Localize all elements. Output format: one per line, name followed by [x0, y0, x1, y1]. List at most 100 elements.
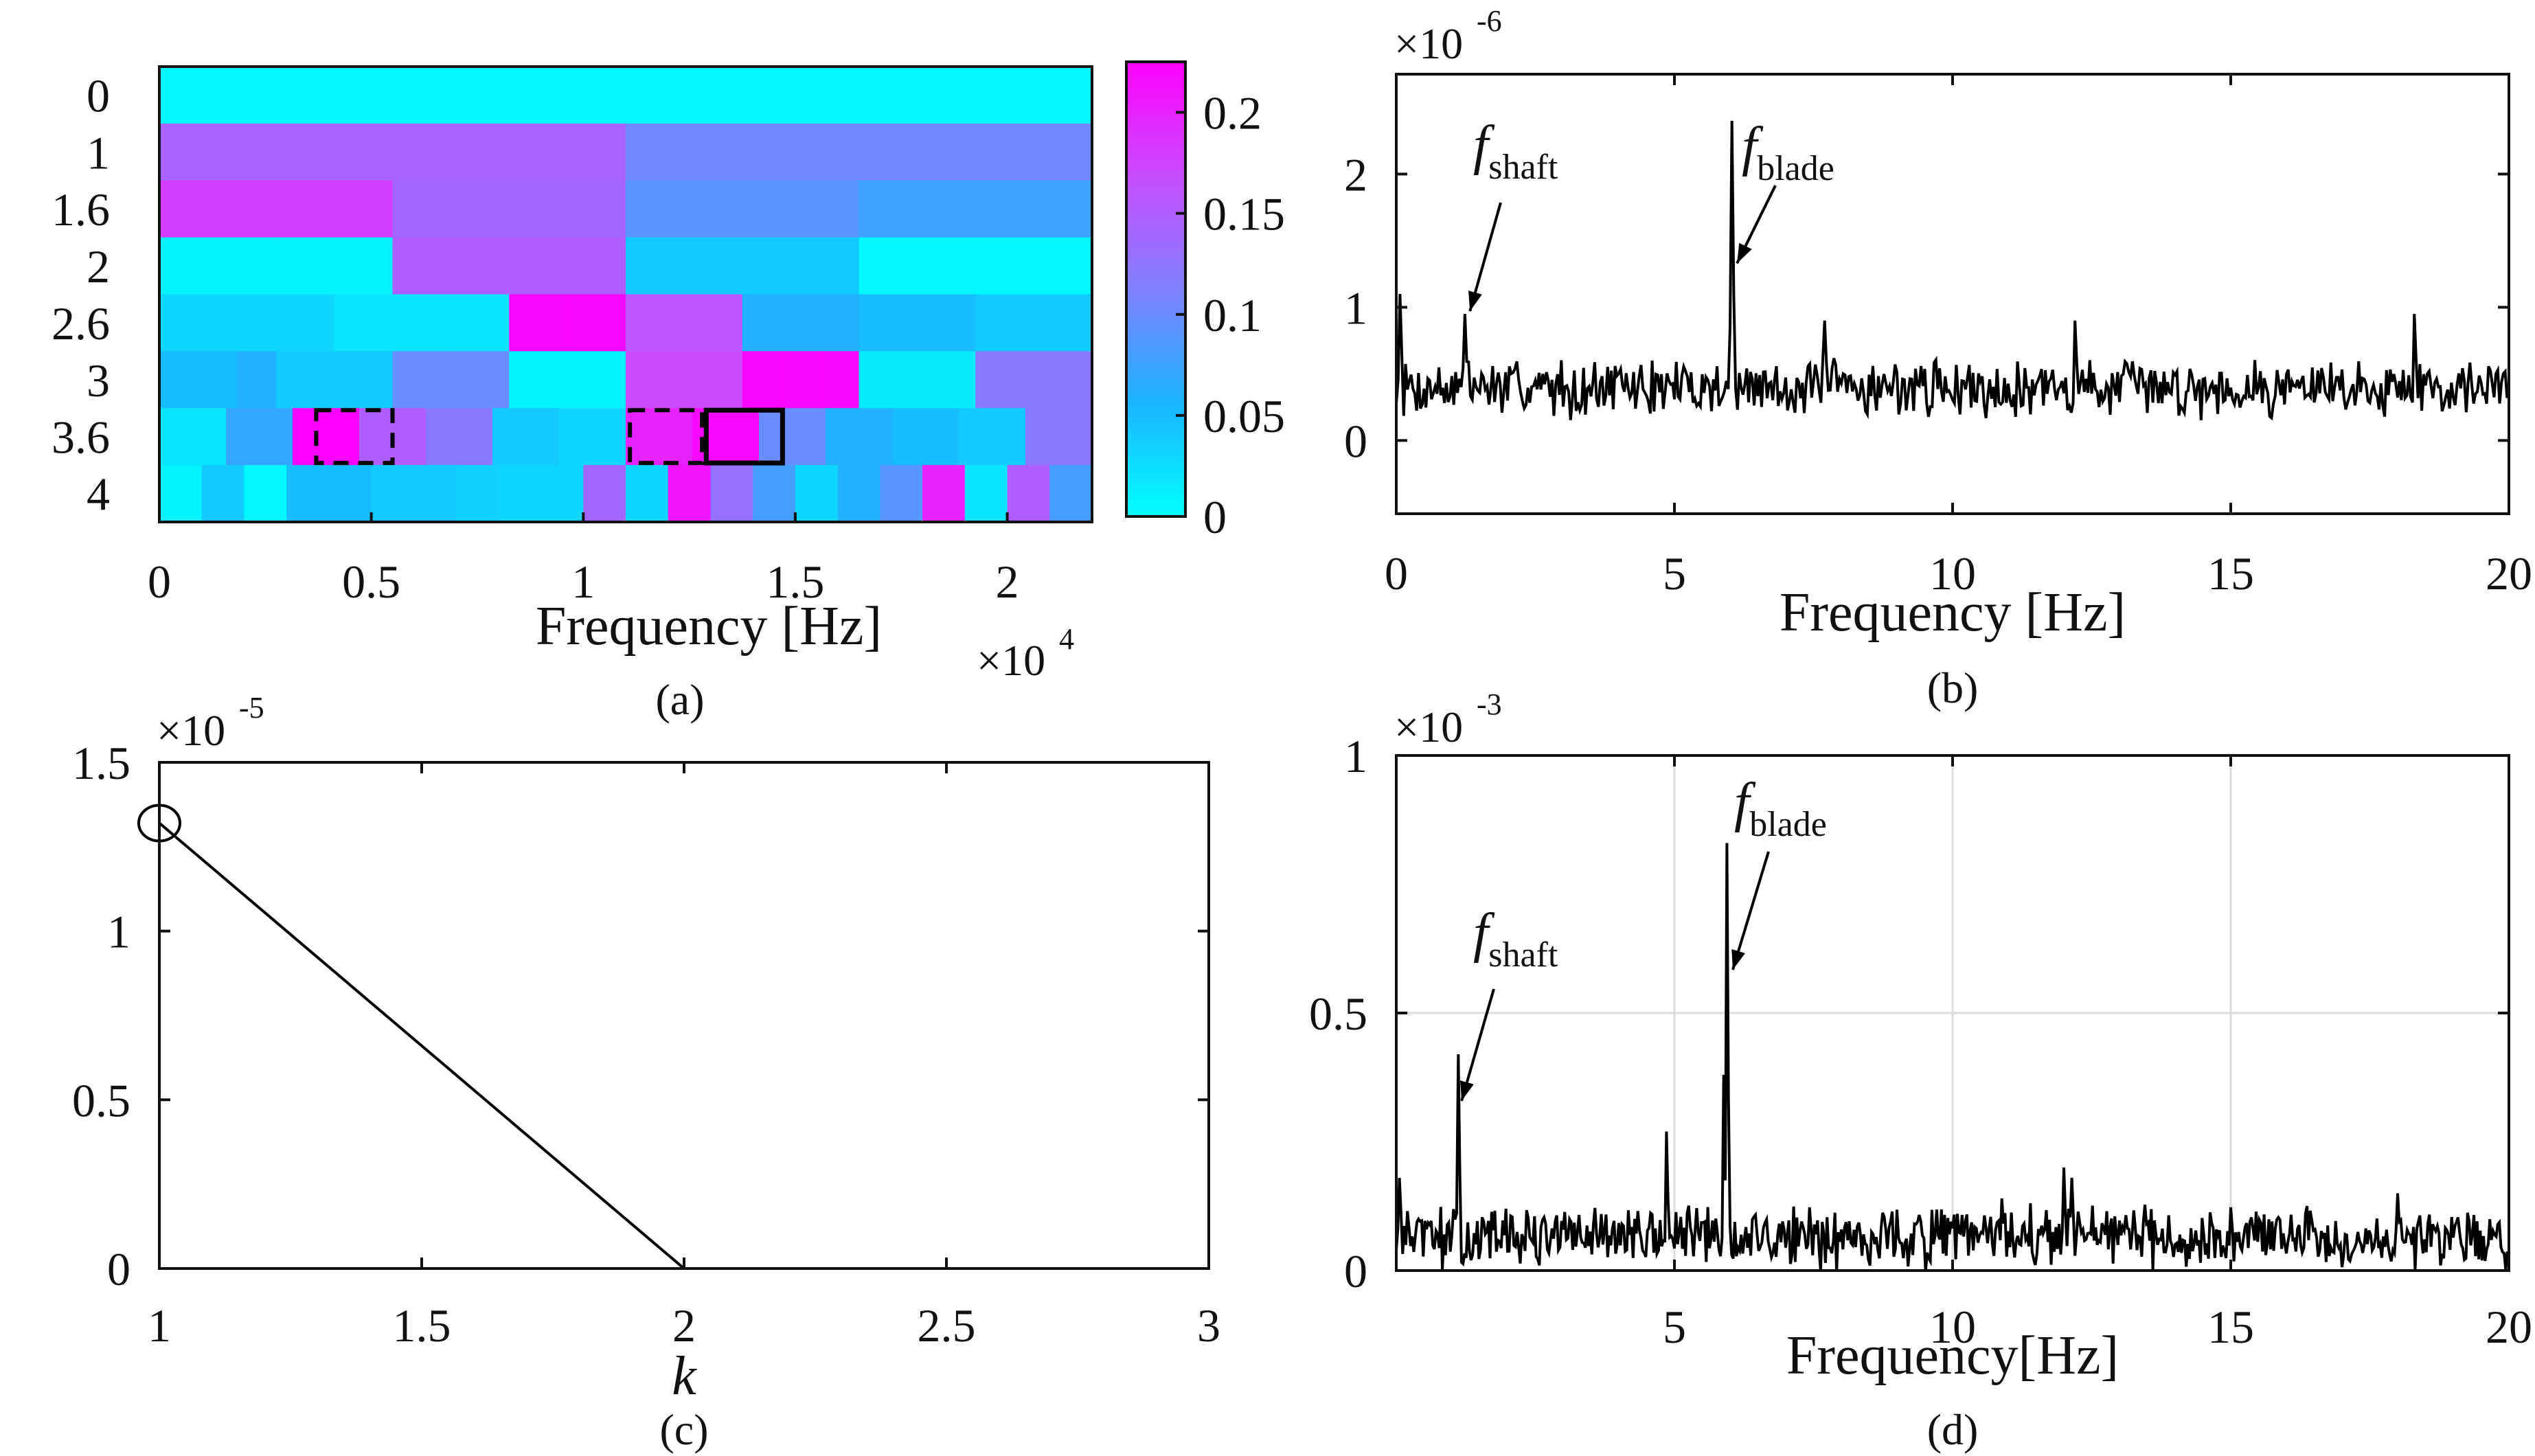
y-tick-label: 1: [107, 906, 130, 958]
heatmap-cell: [286, 465, 330, 523]
heatmap-cell: [1049, 465, 1093, 523]
heatmap-cell: [892, 408, 959, 466]
annotation-arrow: [1460, 988, 1495, 1102]
heatmap-cell: [626, 180, 860, 238]
y-tick-label: 0.5: [1309, 988, 1367, 1040]
heatmap-cell: [328, 465, 372, 523]
heatmap-cell: [626, 294, 685, 352]
colorbar: [1125, 60, 1187, 518]
heatmap-cell: [742, 351, 782, 409]
heatmap-cell: [547, 351, 588, 409]
heatmap-cell: [626, 351, 666, 409]
heatmap-cell: [509, 237, 626, 295]
heatmap-cell: [668, 465, 712, 523]
panel-b-frame: [1395, 73, 2510, 515]
svg-text:×10: ×10: [977, 636, 1045, 685]
heatmap-cell: [975, 351, 1015, 409]
panel-a-heatmap: 011.622.633.64 0 0.5 1 1.5 2 Frequency [Hz] …: [52, 60, 1285, 724]
heatmap-cell: [470, 351, 510, 409]
panel-d-series-line: [1395, 843, 2510, 1273]
heatmap-y-tick-label: 1.6: [52, 183, 110, 236]
heatmap-cell: [959, 408, 1026, 466]
heatmap-y-tick-label: 3.6: [52, 411, 110, 464]
heatmap-cell: [587, 351, 626, 409]
x-tick-label: 0: [1385, 547, 1408, 600]
colorbar-ticks: 0 0.05 0.1 0.15 0.2: [1176, 87, 1285, 543]
annotation-subscript: shaft: [1488, 148, 1558, 187]
y-tick-label: 1: [1344, 282, 1367, 334]
heatmap-cell: [975, 237, 1093, 295]
heatmap-y-ticks: 011.622.633.64: [52, 69, 110, 520]
heatmap-cell: [898, 351, 937, 409]
annotation-label: fblade: [1734, 773, 1827, 844]
heatmap-cell: [567, 294, 626, 352]
x-tick-label: 20: [2486, 1301, 2532, 1353]
annotation-arrowhead: [1737, 242, 1752, 264]
panel-c-frame: [158, 761, 1210, 1270]
heatmap-cell: [626, 123, 1093, 181]
heatmap-cell: [244, 465, 287, 523]
heatmap-y-tick-label: 2: [87, 240, 110, 293]
heatmap-cell: [237, 351, 277, 409]
panel-d-spectrum: ×10 -3 5 10 15 20 0 0.5 1 fshaft fblade Frequen…: [1309, 687, 2532, 1454]
heatmap-cell: [583, 465, 626, 523]
heatmap-cell: [753, 465, 796, 523]
heatmap-y-tick-label: 2.6: [52, 297, 110, 350]
y-tick-label: 2: [1344, 148, 1367, 201]
heatmap-cell: [334, 294, 394, 352]
heatmap-cell: [201, 465, 245, 523]
colorbar-tick-label: 0.15: [1203, 188, 1285, 240]
heatmap-cell: [936, 351, 977, 409]
heatmap-cell: [742, 294, 802, 352]
heatmap-cell: [392, 294, 452, 352]
heatmap-cell: [683, 294, 743, 352]
heatmap-cell: [1014, 351, 1054, 409]
heatmap-cell: [392, 237, 510, 295]
heatmap-cell: [315, 351, 354, 409]
heatmap-cell: [710, 465, 753, 523]
heatmap-cell: [837, 465, 881, 523]
heatmap-cell: [159, 351, 199, 409]
heatmap-cell: [781, 351, 821, 409]
annotation-subscript: blade: [1749, 805, 1827, 844]
heatmap-cell: [703, 351, 743, 409]
annotation-label: fshaft: [1473, 903, 1558, 975]
heatmap-cell: [509, 294, 568, 352]
heatmap-cell: [275, 237, 394, 295]
heatmap-x-tick-label: 1: [571, 556, 595, 608]
heatmap-cell: [492, 408, 560, 466]
heatmap-cell: [1025, 408, 1093, 466]
heatmap-cell: [159, 465, 203, 523]
heatmap-cell: [509, 351, 549, 409]
x-tick-label: 1.5: [393, 1299, 451, 1352]
panel-b-spectrum: ×10 -6 0 5 10 15 20 0 1 2 fshaft fblade Frequenc…: [1344, 4, 2532, 712]
x-tick-label: 2: [672, 1299, 696, 1352]
svg-text:-3: -3: [1477, 687, 1502, 721]
heatmap-cell: [159, 408, 227, 466]
panel-c-series-line: [158, 821, 1209, 1270]
caption-a: (a): [655, 675, 704, 724]
heatmap-cell: [1053, 351, 1093, 409]
highlight-box: [703, 407, 785, 466]
heatmap-cell: [559, 408, 626, 466]
heatmap-cell: [392, 351, 432, 409]
heatmap-cell: [922, 465, 966, 523]
y-tick-label: 0: [1344, 415, 1367, 467]
heatmap-cell: [759, 408, 826, 466]
svg-text:×10: ×10: [157, 706, 225, 755]
annotation-arrowhead: [1460, 1080, 1474, 1101]
panel-b-series-line: [1395, 120, 2510, 421]
heatmap-cell: [392, 180, 626, 238]
caption-d: (d): [1927, 1405, 1979, 1454]
x-tick-label: 1: [148, 1299, 171, 1352]
heatmap-cell: [626, 465, 669, 523]
heatmap-x-tick-label: 1.5: [766, 556, 824, 608]
x-tick-label: 5: [1663, 547, 1686, 600]
panel-d-ticks: 5 10 15 20 0 0.5 1: [1309, 730, 2532, 1353]
heatmap-cell: [742, 237, 860, 295]
caption-b: (b): [1927, 663, 1979, 712]
heatmap-cell: [795, 465, 839, 523]
highlight-box: [628, 408, 705, 466]
heatmap-cell: [353, 351, 394, 409]
heatmap-y-tick-label: 3: [87, 354, 110, 407]
